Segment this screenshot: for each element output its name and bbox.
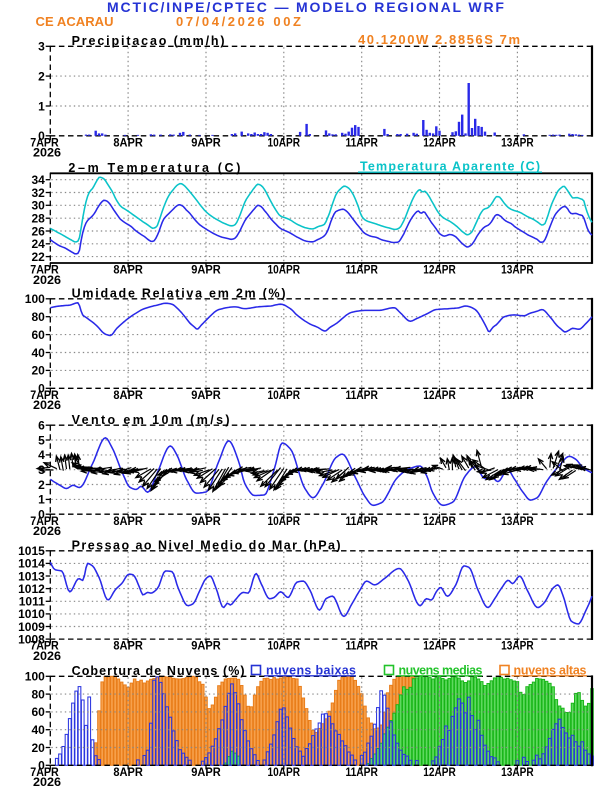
svg-text:0: 0 [38,129,45,143]
svg-text:Precipitacao (mm/h): Precipitacao (mm/h) [72,34,225,48]
svg-text:32: 32 [31,186,45,200]
svg-text:13APR: 13APR [501,135,534,149]
svg-text:6: 6 [38,419,45,433]
svg-text:nuvens baixas: nuvens baixas [266,663,356,677]
svg-text:13APR: 13APR [501,514,534,528]
svg-text:60: 60 [31,705,45,719]
svg-text:Temperatura Aparente (C): Temperatura Aparente (C) [360,159,540,173]
svg-text:11APR: 11APR [345,135,378,149]
svg-text:1009: 1009 [18,620,45,634]
svg-text:1: 1 [38,493,45,507]
svg-text:1: 1 [38,99,45,113]
svg-text:Cobertura de Nuvens (%): Cobertura de Nuvens (%) [72,664,245,678]
svg-text:1011: 1011 [19,595,45,609]
svg-text:2026: 2026 [33,146,61,160]
svg-text:3: 3 [38,40,45,54]
svg-text:10APR: 10APR [268,388,301,402]
svg-text:10APR: 10APR [268,135,301,149]
svg-text:2026: 2026 [33,775,61,789]
svg-text:2–m Temperatura (C): 2–m Temperatura (C) [68,161,240,175]
svg-text:07/04/2026 00Z: 07/04/2026 00Z [176,14,301,29]
svg-text:13APR: 13APR [501,765,534,779]
svg-text:Pressao ao Nivel Medio do Mar: Pressao ao Nivel Medio do Mar (hPa) [72,539,341,553]
svg-text:10APR: 10APR [268,639,301,653]
svg-text:13APR: 13APR [501,639,534,653]
svg-text:9APR: 9APR [191,388,221,402]
svg-text:CE ACARAU: CE ACARAU [36,14,114,29]
svg-text:12APR: 12APR [423,388,456,402]
svg-text:4: 4 [38,448,45,462]
svg-text:MCTIC/INPE/CPTEC — MODELO REGI: MCTIC/INPE/CPTEC — MODELO REGIONAL WRF [107,0,504,15]
svg-text:80: 80 [31,310,45,324]
svg-text:12APR: 12APR [423,263,456,277]
svg-text:9APR: 9APR [191,135,221,149]
svg-text:12APR: 12APR [423,514,456,528]
svg-text:22: 22 [31,250,45,264]
svg-text:1010: 1010 [18,607,45,621]
svg-text:9APR: 9APR [191,514,221,528]
svg-text:nuvens altas: nuvens altas [514,663,587,677]
svg-text:1012: 1012 [18,582,45,596]
svg-text:2026: 2026 [33,273,61,287]
svg-text:34: 34 [31,173,45,187]
svg-text:28: 28 [31,212,45,226]
svg-text:11APR: 11APR [345,263,378,277]
svg-text:8APR: 8APR [113,388,143,402]
svg-text:11APR: 11APR [345,639,378,653]
svg-text:7APR: 7APR [30,263,59,277]
svg-text:2026: 2026 [33,649,61,663]
svg-text:13APR: 13APR [501,263,534,277]
svg-text:100: 100 [25,292,45,306]
svg-text:12APR: 12APR [423,135,456,149]
svg-text:11APR: 11APR [345,765,378,779]
svg-text:8APR: 8APR [113,263,143,277]
svg-text:8APR: 8APR [113,135,143,149]
svg-text:2: 2 [38,478,45,492]
svg-text:nuvens medias: nuvens medias [399,663,483,677]
svg-text:7APR: 7APR [30,765,59,779]
svg-text:8APR: 8APR [113,514,143,528]
svg-text:40.1200W 2.8856S 7m: 40.1200W 2.8856S 7m [358,32,520,47]
svg-text:10APR: 10APR [268,514,301,528]
svg-text:9APR: 9APR [191,639,221,653]
svg-text:30: 30 [31,199,45,213]
svg-text:10APR: 10APR [268,263,301,277]
svg-text:26: 26 [31,224,45,238]
svg-text:40: 40 [31,346,45,360]
svg-text:24: 24 [31,237,45,251]
svg-text:20: 20 [31,741,45,755]
svg-text:7APR: 7APR [30,135,59,149]
svg-text:8APR: 8APR [113,639,143,653]
svg-text:80: 80 [31,687,45,701]
svg-text:2026: 2026 [33,524,61,538]
svg-text:40: 40 [31,723,45,737]
svg-text:1013: 1013 [18,569,45,583]
svg-text:11APR: 11APR [345,514,378,528]
svg-text:Umidade Relativa em 2m (%): Umidade Relativa em 2m (%) [72,287,286,301]
svg-text:9APR: 9APR [191,765,221,779]
svg-text:1015: 1015 [18,544,45,558]
svg-text:8APR: 8APR [113,765,143,779]
svg-text:12APR: 12APR [423,639,456,653]
svg-text:100: 100 [25,670,45,684]
svg-text:10APR: 10APR [268,765,301,779]
svg-text:2026: 2026 [33,398,61,412]
svg-text:12APR: 12APR [423,765,456,779]
svg-text:20: 20 [31,364,45,378]
svg-text:5: 5 [38,433,45,447]
svg-text:0: 0 [38,508,45,522]
svg-text:2: 2 [38,69,45,83]
svg-text:7APR: 7APR [30,514,59,528]
svg-text:7APR: 7APR [30,388,59,402]
svg-text:60: 60 [31,328,45,342]
svg-text:11APR: 11APR [345,388,378,402]
svg-text:9APR: 9APR [191,263,221,277]
svg-text:0: 0 [38,759,45,773]
svg-text:1008: 1008 [18,632,45,646]
svg-text:13APR: 13APR [501,388,534,402]
svg-text:7APR: 7APR [30,639,59,653]
svg-text:1014: 1014 [18,557,45,571]
svg-text:0: 0 [38,382,45,396]
